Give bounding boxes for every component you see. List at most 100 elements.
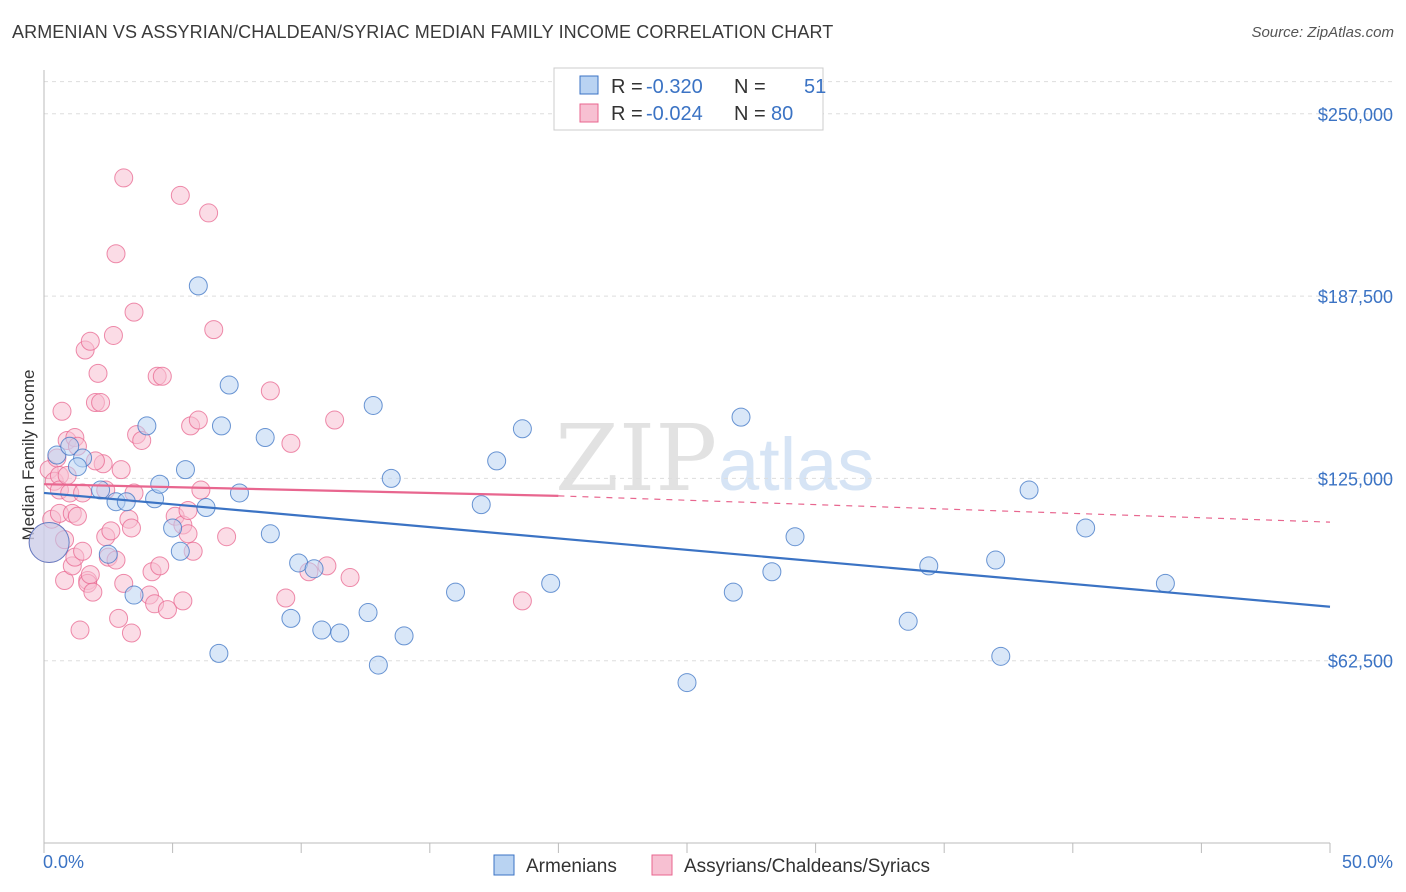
- point-armenians-2: [60, 436, 80, 456]
- legend-r-label-1: R =: [611, 76, 643, 98]
- series-assyrians-points: [28, 168, 532, 643]
- point-armenians-8: [124, 585, 144, 605]
- point-armenians-21: [255, 428, 275, 448]
- point-assyrians-77: [73, 541, 93, 561]
- legend-r-label-2: R =: [611, 103, 643, 125]
- point-assyrians-69: [260, 381, 280, 401]
- point-assyrians-34: [101, 521, 121, 541]
- point-assyrians-20: [73, 483, 93, 503]
- point-armenians-9: [137, 416, 157, 436]
- point-armenians-47: [1019, 480, 1039, 500]
- point-armenians-22: [260, 524, 280, 544]
- point-armenians-29: [363, 395, 383, 415]
- point-assyrians-66: [199, 203, 219, 223]
- point-armenians-46: [991, 646, 1011, 666]
- bottom-legend-swatch-armenians: [493, 854, 515, 876]
- point-armenians-39: [723, 582, 743, 602]
- point-assyrians-39: [111, 460, 131, 480]
- point-armenians-33: [446, 582, 466, 602]
- y-tick-labels: $62,500 $125,000 $187,500 $250,000: [1318, 105, 1393, 672]
- point-assyrians-26: [83, 582, 103, 602]
- point-armenians-30: [368, 655, 388, 675]
- point-armenians-15: [188, 276, 208, 296]
- point-assyrians-18: [67, 506, 87, 526]
- point-armenians-19: [219, 375, 239, 395]
- legend-n-value-2: 80: [771, 103, 793, 125]
- point-assyrians-70: [276, 588, 296, 608]
- point-armenians-12: [163, 518, 183, 538]
- trend-assyrians: [43, 483, 559, 497]
- trend-armenians: [43, 491, 1331, 608]
- point-armenians-14: [175, 460, 195, 480]
- point-armenians-32: [394, 626, 414, 646]
- point-armenians-49: [1155, 573, 1175, 593]
- point-assyrians-10: [55, 570, 75, 590]
- point-armenians-11: [150, 474, 170, 494]
- point-assyrians-29: [91, 393, 111, 413]
- point-armenians-25: [304, 559, 324, 579]
- y-tick-label-0: $62,500: [1328, 652, 1393, 672]
- point-armenians-17: [209, 643, 229, 663]
- point-armenians-37: [541, 573, 561, 593]
- point-armenians-42: [785, 527, 805, 547]
- point-armenians-50: [98, 544, 118, 564]
- legend-r-value-1: -0.320: [646, 76, 703, 98]
- legend-r-value-2: -0.024: [646, 103, 703, 125]
- point-assyrians-74: [325, 410, 345, 430]
- point-assyrians-38: [109, 608, 129, 628]
- point-assyrians-64: [188, 410, 208, 430]
- point-armenians-41: [762, 562, 782, 582]
- point-armenians-31: [381, 468, 401, 488]
- point-assyrians-76: [512, 591, 532, 611]
- point-assyrians-25: [80, 565, 100, 585]
- legend-n-label-1: N =: [734, 76, 766, 98]
- point-assyrians-36: [106, 244, 126, 264]
- y-tick-label-3: $250,000: [1318, 105, 1393, 125]
- legend-n-value-1: 51: [804, 76, 826, 98]
- bottom-legend-assyrians: Assyrians/Chaldeans/Syriacs: [684, 856, 930, 877]
- point-assyrians-65: [191, 480, 211, 500]
- point-armenians-23: [281, 608, 301, 628]
- x-tick-marks: [43, 843, 1331, 853]
- point-armenians-27: [330, 623, 350, 643]
- point-assyrians-54: [152, 366, 172, 386]
- point-assyrians-55: [157, 600, 177, 620]
- point-assyrians-71: [281, 433, 301, 453]
- point-armenians-38: [677, 673, 697, 693]
- point-armenians-13: [170, 541, 190, 561]
- point-assyrians-59: [173, 591, 193, 611]
- point-armenians-26: [312, 620, 332, 640]
- y-tick-label-2: $187,500: [1318, 287, 1393, 307]
- point-assyrians-67: [204, 320, 224, 340]
- trend-lines: [43, 483, 1331, 608]
- chart-title: ARMENIAN VS ASSYRIAN/CHALDEAN/SYRIAC MED…: [12, 22, 834, 42]
- point-armenians-20: [229, 483, 249, 503]
- point-assyrians-46: [124, 302, 144, 322]
- gridlines: [44, 81, 1393, 662]
- bottom-legend-swatch-assyrians: [651, 854, 673, 876]
- point-assyrians-68: [217, 527, 237, 547]
- point-armenians-4: [67, 457, 87, 477]
- point-armenians-35: [487, 451, 507, 471]
- y-axis-label: Median Family Income: [19, 369, 38, 540]
- point-assyrians-57: [170, 185, 190, 205]
- point-assyrians-35: [103, 325, 123, 345]
- x-tick-label-min: 0.0%: [43, 852, 84, 872]
- bottom-legend: Armenians Assyrians/Chaldeans/Syriacs: [493, 854, 930, 877]
- legend-swatch-armenians: [579, 75, 599, 95]
- point-assyrians-8: [52, 401, 72, 421]
- point-assyrians-19: [70, 620, 90, 640]
- point-assyrians-53: [150, 556, 170, 576]
- y-tick-label-1: $125,000: [1318, 469, 1393, 489]
- trend-assyrians-dashed: [558, 495, 1331, 523]
- legend-frame: [553, 67, 824, 131]
- bottom-legend-armenians: Armenians: [526, 856, 617, 877]
- legend-n-label-2: N =: [734, 103, 766, 125]
- point-assyrians-43: [121, 518, 141, 538]
- series-armenians-points: [28, 276, 1175, 693]
- legend-swatch-assyrians: [579, 103, 599, 123]
- point-armenians-34: [471, 495, 491, 515]
- point-armenians-48: [1076, 518, 1096, 538]
- point-assyrians-75: [340, 568, 360, 588]
